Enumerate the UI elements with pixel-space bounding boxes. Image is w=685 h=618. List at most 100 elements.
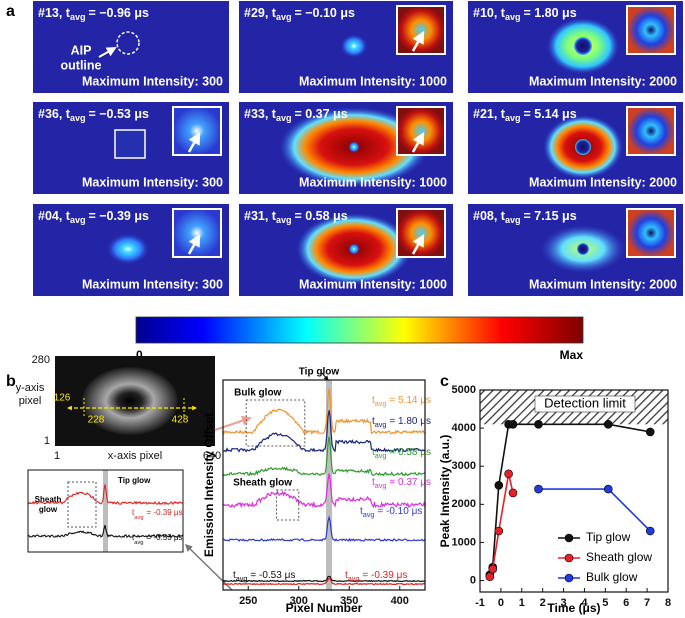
curve-label: tavg= -0.53 μs xyxy=(132,533,182,545)
zoom-inset xyxy=(396,5,446,55)
max-intensity: Maximum Intensity: 1000 xyxy=(299,175,447,189)
inset-axis-label: 280 xyxy=(32,354,50,366)
zoom-inset xyxy=(626,5,676,55)
label-part: t xyxy=(372,395,375,406)
label-part: = −0.96 μs xyxy=(88,6,149,20)
label-part: = 0.58 μs xyxy=(294,209,347,223)
label-part: #08, t xyxy=(473,209,506,223)
zoom-curve xyxy=(27,524,184,539)
annotation-arrow xyxy=(320,371,329,381)
glow xyxy=(348,141,360,153)
subscript: avg xyxy=(375,481,387,490)
curve-label: tavg= -0.39 μs xyxy=(345,570,407,583)
label-part: #36, t xyxy=(38,107,71,121)
spectrum-curve xyxy=(222,577,426,586)
data-point xyxy=(485,572,495,582)
annotation: Detection limit xyxy=(544,395,626,410)
annotation: outline xyxy=(61,58,102,72)
label-part: #31, t xyxy=(244,209,277,223)
pixel-marker: 228 xyxy=(88,415,105,426)
subscript: avg xyxy=(375,420,387,429)
glow xyxy=(340,34,368,58)
image-label: #21, tavg = 5.14 μs xyxy=(473,107,577,123)
x-axis-title: Pixel Number xyxy=(286,601,363,615)
annotation: Tip glow xyxy=(118,476,151,485)
data-point xyxy=(504,469,513,479)
series-line xyxy=(538,488,651,532)
label-part: #29, t xyxy=(244,6,277,20)
subscript: avg xyxy=(363,510,375,519)
tip-band xyxy=(326,380,333,590)
label-part: = -0.53 μs xyxy=(147,533,183,542)
panel-letter: b xyxy=(6,373,16,390)
data-point xyxy=(494,526,504,536)
inset-axis-label: x-axis pixel xyxy=(108,450,162,462)
label-part: t xyxy=(132,508,135,517)
label-part: t xyxy=(360,506,363,517)
connector-arrow xyxy=(214,415,252,431)
annotation: glow xyxy=(39,505,58,514)
image-label: #13, tavg = −0.96 μs xyxy=(38,6,149,22)
y-tick-label: 5000 xyxy=(452,384,476,396)
spectrum-curve xyxy=(222,436,426,477)
label-part: t xyxy=(345,570,348,581)
subscript: avg xyxy=(70,215,86,225)
series-line xyxy=(489,473,514,578)
y-tick-label: 4000 xyxy=(452,422,476,434)
x-tick-label: 400 xyxy=(391,595,409,607)
subscript: avg xyxy=(70,113,86,123)
annotation: Bulk glow xyxy=(234,388,281,399)
image-label: #31, tavg = 0.58 μs xyxy=(244,209,348,225)
data-point xyxy=(494,480,504,490)
image-label: #04, tavg = −0.39 μs xyxy=(38,209,149,225)
x-tick-label: 250 xyxy=(239,595,257,607)
glow xyxy=(106,233,150,265)
inset-arrow xyxy=(187,233,201,255)
label-part: = 0.37 μs xyxy=(294,107,347,121)
spectrum-curve xyxy=(223,515,426,542)
label-part: t xyxy=(233,570,236,581)
zoom-inset xyxy=(172,208,222,258)
data-point xyxy=(603,484,613,494)
emission-image xyxy=(33,1,229,93)
curve-label: tavg= -0.53 μs xyxy=(233,570,295,583)
pixel-marker: 428 xyxy=(172,415,189,426)
subscript: avg xyxy=(276,215,292,225)
data-point xyxy=(534,484,543,494)
zoom-inset xyxy=(396,106,446,156)
aip-arrow xyxy=(98,47,117,58)
annotation: Tip glow xyxy=(299,367,340,378)
sheath-box xyxy=(276,489,300,521)
max-intensity: Maximum Intensity: 2000 xyxy=(529,74,677,88)
label-part: = 5.14 μs xyxy=(389,395,431,406)
x-tick-label: 5 xyxy=(602,597,608,609)
zoom-frame xyxy=(27,469,184,553)
zoom-inset xyxy=(172,106,222,156)
image-label: #29, tavg = −0.10 μs xyxy=(244,6,355,22)
inset-arrow xyxy=(411,233,425,255)
label-part: = -0.39 μs xyxy=(362,570,407,581)
label-part: #13, t xyxy=(38,6,71,20)
label-part: t xyxy=(372,416,375,427)
x-tick-label: 4 xyxy=(581,597,588,609)
subscript: avg xyxy=(134,515,143,521)
subscript: avg xyxy=(505,113,521,123)
zoom-inset xyxy=(626,208,676,258)
curve-label: tavg = 0.58 μs xyxy=(372,447,431,460)
annotation: Sheath xyxy=(35,495,62,504)
label-part: = −0.53 μs xyxy=(88,107,149,121)
data-point xyxy=(508,488,518,498)
max-intensity: Maximum Intensity: 1000 xyxy=(299,74,447,88)
subscript: avg xyxy=(70,12,86,22)
panel-letter: a xyxy=(6,3,15,20)
inset-axis-label: 640 xyxy=(203,450,221,462)
legend-label: Bulk glow xyxy=(586,570,638,584)
zoom-band xyxy=(103,470,108,552)
y-axis-title: Peak Intensity (a.u.) xyxy=(438,435,452,548)
zoom-inset xyxy=(396,208,446,258)
legend-marker xyxy=(564,533,574,543)
x-tick-label: 300 xyxy=(290,595,308,607)
label-part: = 1.80 μs xyxy=(389,416,431,427)
spectrum-curve xyxy=(222,388,426,436)
inset-arrow xyxy=(187,131,201,153)
